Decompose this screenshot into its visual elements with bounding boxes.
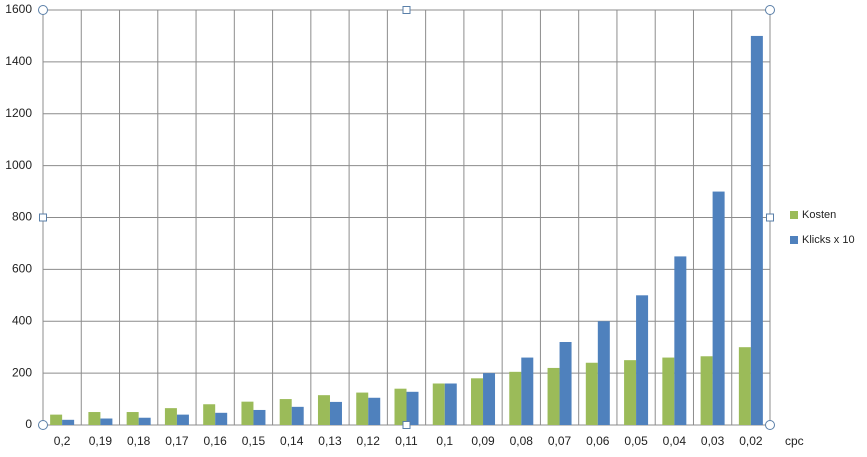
side-handle [402,421,411,429]
x-tick-label: 0,16 [204,434,228,448]
y-tick-label: 1400 [5,54,32,68]
bar [483,373,496,425]
x-tick-label: 0,17 [165,434,189,448]
bar [176,414,189,425]
bar [636,295,649,425]
bar [100,418,113,425]
y-tick-label: 800 [12,210,32,224]
x-tick-label: 0,03 [701,434,725,448]
bar [432,383,445,425]
bar [164,408,177,425]
y-tick-label: 600 [12,262,32,276]
bar [62,419,75,425]
x-tick-label: 0,15 [242,434,266,448]
bar [291,406,304,425]
x-tick-label: 0,19 [89,434,113,448]
bar [674,256,687,425]
x-tick-label: 0,07 [548,434,572,448]
bar [329,401,342,425]
x-tick-label: 0,09 [471,434,495,448]
x-tick-label: 0,04 [663,434,687,448]
grid [42,9,771,426]
bar [509,371,522,425]
legend-label: Klicks x 10 [802,234,855,246]
x-tick-label: 0,2 [54,434,71,448]
bar [597,321,610,425]
bar [368,397,381,425]
bar [394,388,407,425]
bar [50,414,63,425]
corner-handle [765,5,775,15]
bar [88,412,101,425]
bar [215,412,228,425]
legend-swatch [790,236,798,244]
bar [559,342,572,425]
x-tick-label: 0,11 [395,434,418,448]
y-tick-label: 1600 [5,2,32,16]
bar [521,357,534,425]
selection-handles [38,5,775,430]
bar [624,360,637,425]
x-tick-label: 0,1 [436,434,453,448]
bar [547,367,560,425]
x-tick-label: 0,12 [357,434,381,448]
side-handle [402,6,411,14]
x-tick-label: 0,18 [127,434,151,448]
corner-handle [38,420,48,430]
x-tick-label: 0,08 [510,434,534,448]
bar [738,347,751,425]
side-handle [766,213,774,222]
x-axis-label: cpc [785,434,804,448]
bar [279,399,292,425]
y-tick-label: 400 [12,313,32,327]
bar [471,378,484,425]
x-tick-label: 0,06 [586,434,610,448]
bar [712,191,725,425]
corner-handle [38,5,48,15]
bar [126,412,139,425]
bar [317,395,330,425]
bar [253,409,266,425]
bar [700,356,713,425]
bar [241,401,254,425]
bar [444,383,457,425]
bar [203,404,216,425]
bar [585,362,598,425]
x-tick-label: 0,13 [318,434,342,448]
x-tick-label: 0,02 [739,434,763,448]
bar [356,392,369,425]
bar [750,35,763,425]
bar [406,391,419,425]
bar [662,357,675,425]
legend-label: Kosten [802,209,836,221]
y-tick-label: 1000 [5,158,32,172]
legend-swatch [790,211,798,219]
side-handle [39,213,47,222]
corner-handle [765,420,775,430]
y-tick-label: 1200 [5,106,32,120]
y-tick-label: 0 [25,417,32,431]
x-tick-label: 0,14 [280,434,304,448]
bar [138,417,151,425]
y-tick-label: 200 [12,365,32,379]
x-tick-label: 0,05 [624,434,648,448]
